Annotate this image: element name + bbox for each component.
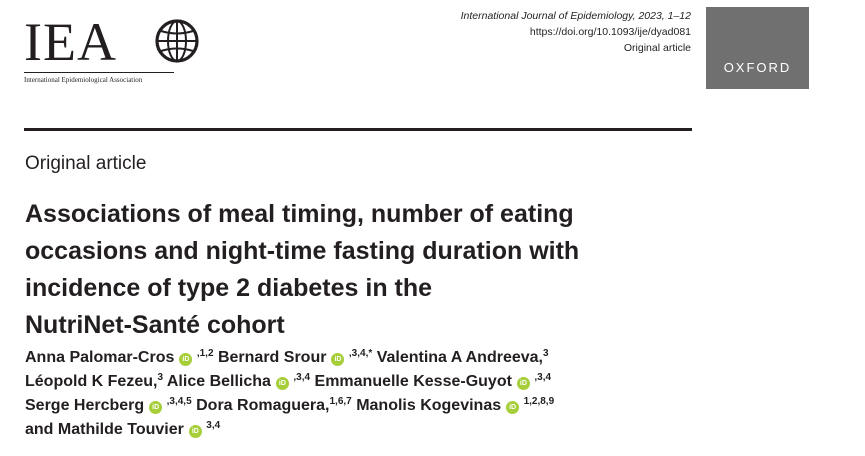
article-type: Original article [25, 153, 147, 174]
author: Léopold K Fezeu,3 [25, 372, 164, 391]
journal-article-type: Original article [623, 42, 691, 54]
author-name: Valentina A Andreeva, [376, 349, 543, 366]
author-affiliation: 3 [157, 372, 164, 383]
publisher-name: OXFORD [723, 59, 792, 75]
logo-divider [24, 72, 174, 73]
author-affiliation: ,3,4,* [348, 348, 373, 359]
author: Bernard Srour iD ,3,4,* [218, 349, 372, 366]
title-line: incidence of type 2 diabetes in the [25, 274, 433, 302]
header-divider [24, 128, 692, 131]
author-affiliation: 3,4 [206, 420, 221, 431]
logo-subtitle: International Epidemiological Associatio… [24, 76, 143, 84]
author-affiliation: ,3,4 [534, 372, 552, 383]
author-name: Léopold K Fezeu, [25, 373, 158, 390]
author-affiliation: ,3,4 [293, 372, 311, 383]
article-title: Associations of meal timing, number of e… [25, 196, 725, 344]
author-name: Bernard Srour [217, 349, 327, 366]
doi-link[interactable]: https://doi.org/10.1093/ije/dyad081 [529, 26, 691, 38]
orcid-icon[interactable]: iD [331, 353, 345, 366]
author: Emmanuelle Kesse-Guyot iD ,3,4 [314, 372, 552, 390]
author: Valentina A Andreeva,3 [376, 348, 549, 367]
orcid-icon[interactable]: iD [149, 401, 163, 414]
globe-icon [155, 19, 199, 63]
orcid-icon[interactable]: iD [506, 401, 520, 414]
author-name: Serge Hercberg [25, 397, 145, 414]
orcid-icon[interactable]: iD [516, 377, 530, 390]
iea-logo: IEA International Epidemiological Associ… [24, 14, 199, 84]
author-list: Anna Palomar-Cros iD ,1,2 Bernard Srour iD… [25, 346, 745, 442]
author: Alice Bellicha iD ,3,4 [167, 373, 310, 390]
journal-citation: International Journal of Epidemiology, 2… [460, 10, 691, 22]
journal-meta: International Journal of Epidemiology, 2… [461, 8, 691, 56]
author-affiliation: 3 [542, 348, 549, 359]
author-name: Manolis Kogevinas [356, 397, 502, 414]
author-name: Alice Bellicha [166, 373, 271, 390]
author: and Mathilde Touvier iD 3,4 [25, 421, 220, 438]
orcid-icon[interactable]: iD [179, 353, 193, 366]
orcid-icon[interactable]: iD [275, 377, 289, 390]
author-affiliation: ,1,2 [196, 348, 214, 359]
author-affiliation: 1,2,8,9 [523, 396, 555, 407]
title-line: occasions and night-time fasting duratio… [25, 237, 580, 265]
author: Manolis Kogevinas iD 1,2,8,9 [356, 397, 554, 414]
author: Dora Romaguera,1,6,7 [196, 396, 352, 415]
orcid-icon[interactable]: iD [188, 425, 202, 438]
author-affiliation: ,3,4,5 [166, 396, 192, 407]
author-name: Dora Romaguera, [196, 397, 330, 414]
author-name: Emmanuelle Kesse-Guyot [314, 373, 512, 390]
author: Serge Hercberg iD ,3,4,5 [25, 397, 192, 414]
title-line: Associations of meal timing, number of e… [25, 200, 574, 228]
iea-letters: IEA [24, 12, 117, 72]
author-name: and Mathilde Touvier [25, 421, 184, 438]
author-name: Anna Palomar-Cros [25, 349, 175, 366]
author-affiliation: 1,6,7 [329, 396, 352, 407]
author: Anna Palomar-Cros iD ,1,2 [25, 349, 214, 366]
title-line: NutriNet-Santé cohort [25, 311, 285, 339]
oxford-logo: OXFORD [706, 7, 809, 89]
